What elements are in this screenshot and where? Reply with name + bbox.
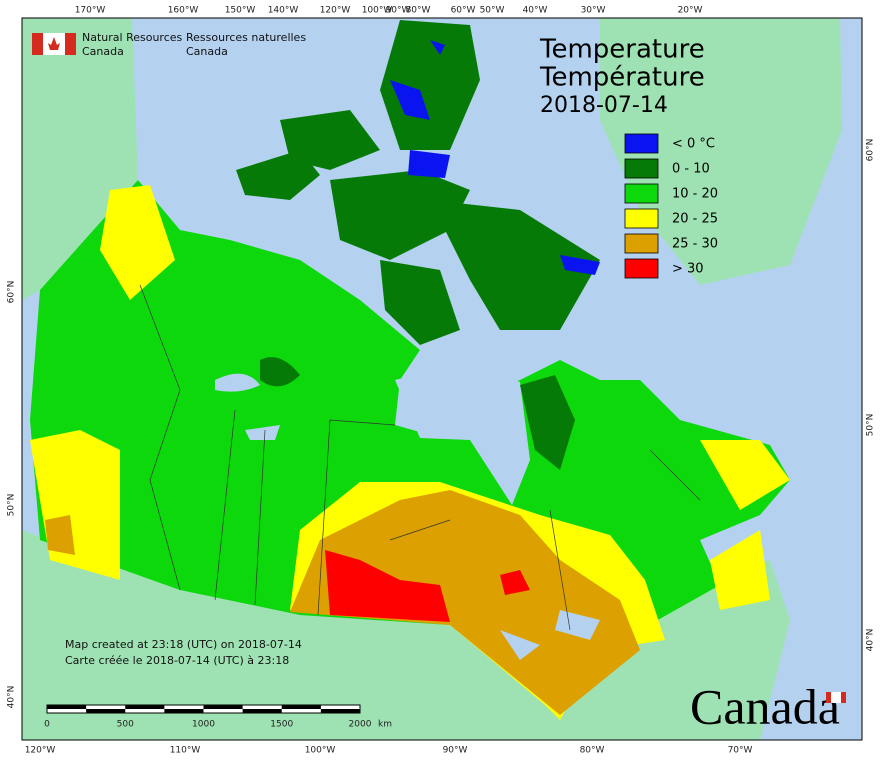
graticule-label: 90°W [443,746,468,756]
scale-segment [281,705,321,709]
logo: Natural Resources Canada Ressources natu… [32,31,306,58]
graticule-label: 60°N [866,139,876,162]
graticule-label: 50°W [480,6,505,16]
graticule-label: 40°W [523,6,548,16]
maple-leaf [48,37,60,50]
graticule-label: 100°W [305,746,336,756]
graticule-label: 120°W [25,746,56,756]
flag-bar [32,33,43,55]
legend: < 0 °C 0 - 10 10 - 20 20 - 25 25 - 30 > 30 [624,133,718,279]
hudson-bay [395,362,530,505]
graticule-labels: 170°W 160°W 150°W 140°W 120°W 100°W90°W80°W 60… [7,6,876,756]
graticule-label: 70°W [728,746,753,756]
graticule-label: 80°W [580,746,605,756]
scale-unit: km [378,720,392,730]
flag-bar [65,33,76,55]
note: Carte créée le 2018-07-14 (UTC) à 23:18 [65,654,289,667]
scale-segment [164,709,204,713]
logo-text: Canada [186,45,228,58]
wordmark-text: Canada [690,678,840,734]
scale-segment [320,709,360,713]
map-frame [21,17,863,741]
legend-label: < 0 °C [672,137,715,152]
legend-swatch [624,258,659,279]
graticule-label: 120°W [320,6,351,16]
lakes [215,373,600,660]
title: Température [539,63,705,93]
wordmark-flag [831,692,841,703]
graticule-label: 50°N [866,414,876,437]
legend-swatch [624,133,659,154]
title: Temperature [539,35,705,65]
province-borders [139,284,701,631]
zone-above-30 [325,550,530,622]
graticule-label: 20°W [678,6,703,16]
logo-text: Ressources naturelles [186,31,306,44]
legend-swatch [624,158,659,179]
scale-bar: 0 500 1000 1500 2000 km [44,704,392,730]
graticule-label: 110°W [170,746,201,756]
legend-label: 0 - 10 [672,162,710,177]
scale-label: 1000 [192,720,215,730]
graticule-label: 50°N [7,494,17,517]
graticule-label: 150°W [225,6,256,16]
graticule-label: 40°N [866,629,876,652]
legend-label: 20 - 25 [672,212,718,227]
graticule-label: 60°N [7,281,17,304]
date: 2018-07-14 [540,93,668,118]
note: Map created at 23:18 (UTC) on 2018-07-14 [65,638,302,651]
graticule-label: 60°W [451,6,476,16]
logo-text: Natural Resources [82,31,183,44]
scale-segment [125,705,165,709]
zone-20-25 [30,185,790,720]
wordmark: Canada [690,678,846,734]
scale-segment [86,709,126,713]
frame-border [21,17,863,741]
graticule-label: 30°W [581,6,606,16]
scale-label: 0 [44,720,50,730]
graticule-label: 100°W [362,6,393,16]
zone-0-10 [236,20,600,470]
legend-label: > 30 [672,262,704,277]
scale-segment [242,709,282,713]
graticule-label: 160°W [168,6,199,16]
zone-below-0 [390,40,600,275]
scale-segment [47,705,87,709]
legend-label: 10 - 20 [672,187,718,202]
logo-text: Canada [82,45,124,58]
graticule-label: 140°W [268,6,299,16]
graticule-label: 170°W [75,6,106,16]
graticule-label: 40°N [7,686,17,709]
scale-label: 1500 [270,720,293,730]
graticule-label: 90°W [386,6,411,16]
graticule-label: 80°W [406,6,431,16]
legend-swatch [624,233,659,254]
scale-label: 500 [117,720,134,730]
legend-swatch [624,183,659,204]
legend-label: 25 - 30 [672,237,718,252]
scale-segment [203,705,243,709]
scale-label: 2000 [349,720,372,730]
legend-swatch [624,208,659,229]
